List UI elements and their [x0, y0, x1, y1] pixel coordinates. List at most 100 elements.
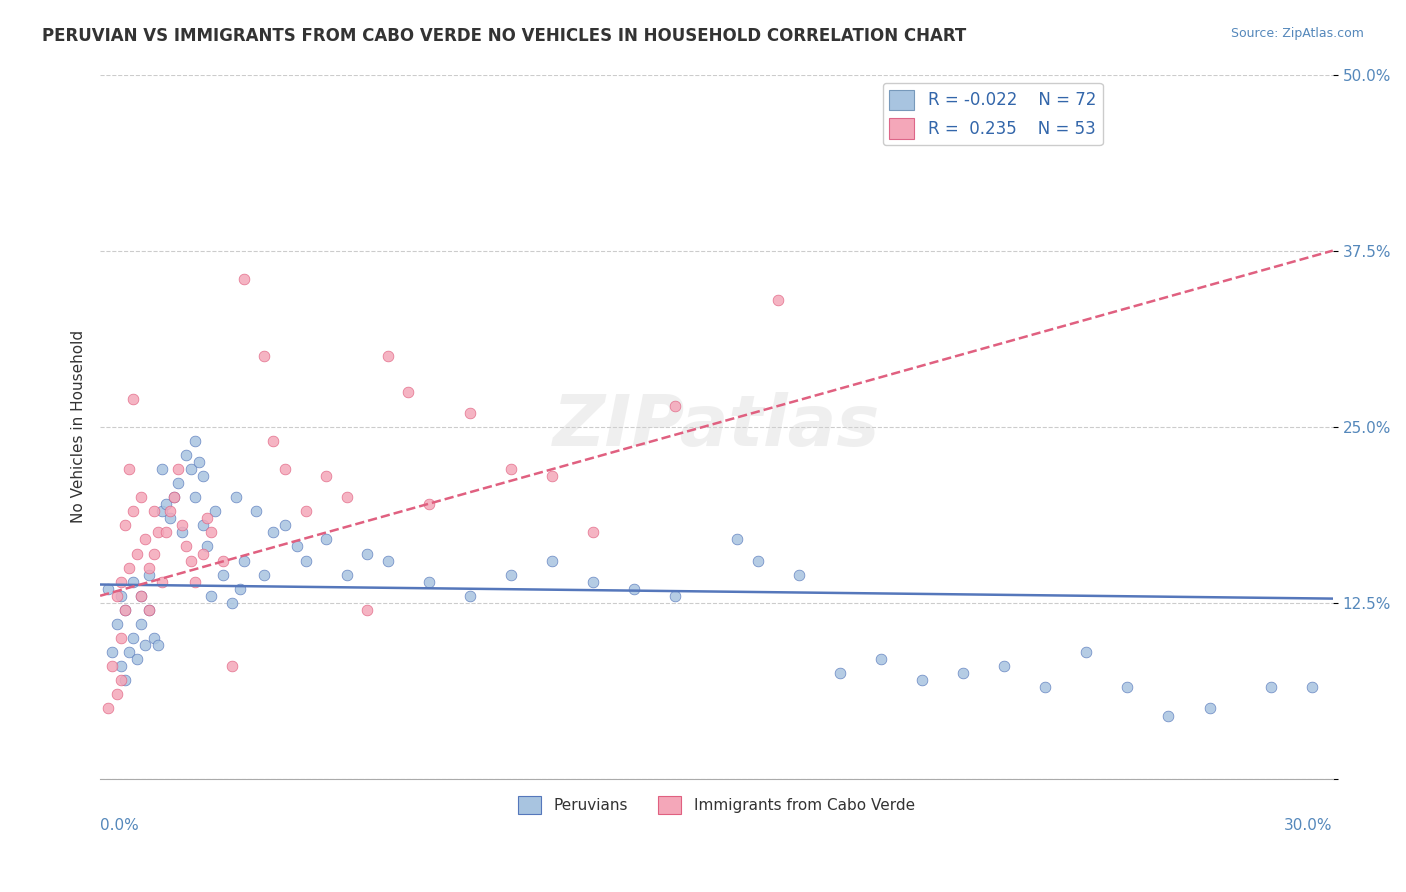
- Point: [499, 462, 522, 476]
- Point: [221, 596, 243, 610]
- Point: [1260, 681, 1282, 695]
- Point: [163, 490, 186, 504]
- Point: [582, 574, 605, 589]
- Point: [664, 399, 686, 413]
- Point: [1157, 708, 1180, 723]
- Text: Source: ZipAtlas.com: Source: ZipAtlas.com: [1230, 27, 1364, 40]
- Point: [766, 293, 789, 307]
- Point: [146, 638, 169, 652]
- Point: [97, 582, 120, 596]
- Point: [122, 392, 145, 406]
- Point: [274, 518, 297, 533]
- Point: [101, 645, 124, 659]
- Point: [129, 617, 152, 632]
- Point: [458, 589, 481, 603]
- Point: [200, 525, 222, 540]
- Point: [129, 589, 152, 603]
- Point: [232, 272, 254, 286]
- Point: [664, 589, 686, 603]
- Point: [105, 617, 128, 632]
- Point: [110, 631, 132, 645]
- Point: [1076, 645, 1098, 659]
- Point: [142, 631, 165, 645]
- Point: [725, 533, 748, 547]
- Legend: Peruvians, Immigrants from Cabo Verde: Peruvians, Immigrants from Cabo Verde: [512, 789, 921, 821]
- Point: [869, 652, 891, 666]
- Point: [541, 553, 564, 567]
- Point: [204, 504, 226, 518]
- Point: [105, 687, 128, 701]
- Point: [245, 504, 267, 518]
- Point: [163, 490, 186, 504]
- Point: [418, 497, 440, 511]
- Point: [105, 589, 128, 603]
- Point: [114, 518, 136, 533]
- Point: [167, 462, 190, 476]
- Point: [129, 589, 152, 603]
- Point: [1033, 681, 1056, 695]
- Point: [458, 406, 481, 420]
- Point: [114, 673, 136, 688]
- Point: [993, 659, 1015, 673]
- Point: [262, 525, 284, 540]
- Point: [294, 504, 316, 518]
- Point: [377, 553, 399, 567]
- Point: [377, 349, 399, 363]
- Point: [134, 533, 156, 547]
- Point: [176, 448, 198, 462]
- Point: [787, 567, 810, 582]
- Point: [146, 525, 169, 540]
- Point: [110, 589, 132, 603]
- Point: [97, 701, 120, 715]
- Point: [212, 553, 235, 567]
- Point: [221, 659, 243, 673]
- Point: [150, 574, 173, 589]
- Point: [253, 349, 276, 363]
- Point: [225, 490, 247, 504]
- Point: [1301, 681, 1323, 695]
- Point: [155, 497, 177, 511]
- Point: [191, 518, 214, 533]
- Point: [101, 659, 124, 673]
- Point: [262, 434, 284, 448]
- Point: [110, 673, 132, 688]
- Point: [127, 652, 149, 666]
- Point: [623, 582, 645, 596]
- Point: [187, 455, 209, 469]
- Point: [336, 490, 359, 504]
- Point: [150, 504, 173, 518]
- Point: [122, 631, 145, 645]
- Point: [396, 384, 419, 399]
- Point: [138, 567, 160, 582]
- Point: [110, 574, 132, 589]
- Point: [122, 504, 145, 518]
- Point: [167, 476, 190, 491]
- Point: [315, 469, 337, 483]
- Point: [114, 603, 136, 617]
- Point: [195, 511, 218, 525]
- Point: [118, 462, 141, 476]
- Point: [191, 469, 214, 483]
- Point: [232, 553, 254, 567]
- Point: [356, 547, 378, 561]
- Point: [129, 490, 152, 504]
- Point: [180, 462, 202, 476]
- Point: [582, 525, 605, 540]
- Point: [356, 603, 378, 617]
- Point: [336, 567, 359, 582]
- Point: [195, 540, 218, 554]
- Point: [212, 567, 235, 582]
- Point: [294, 553, 316, 567]
- Point: [138, 560, 160, 574]
- Point: [159, 511, 181, 525]
- Text: ZIPatlas: ZIPatlas: [553, 392, 880, 461]
- Point: [142, 547, 165, 561]
- Point: [183, 574, 205, 589]
- Point: [191, 547, 214, 561]
- Point: [134, 638, 156, 652]
- Text: 0.0%: 0.0%: [100, 818, 139, 833]
- Point: [138, 603, 160, 617]
- Point: [1116, 681, 1139, 695]
- Point: [172, 525, 194, 540]
- Point: [127, 547, 149, 561]
